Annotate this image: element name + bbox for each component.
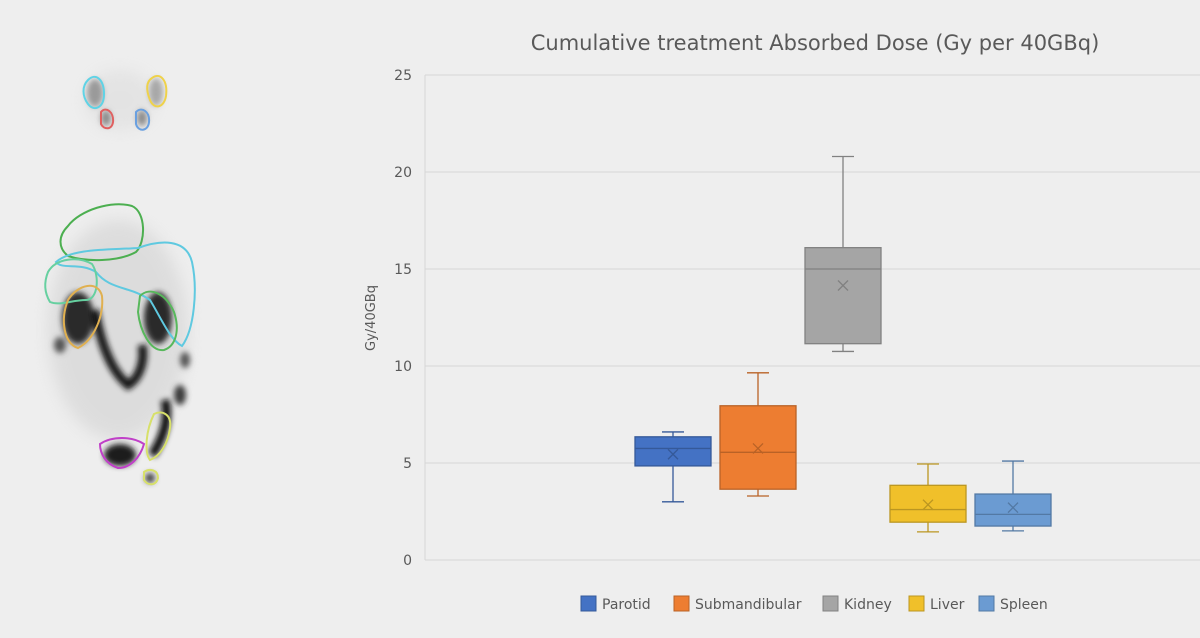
legend-label-kidney: Kidney xyxy=(844,597,892,613)
box-spleen xyxy=(974,460,1052,532)
legend-swatch-submandibular xyxy=(673,595,690,612)
region-contours xyxy=(44,75,196,486)
scan-image xyxy=(44,70,196,486)
y-axis-label: Gy/40GBq xyxy=(364,285,379,351)
box-kidney xyxy=(804,155,882,353)
parotid-iqr-box xyxy=(634,436,712,467)
spleen-mean-marker xyxy=(1007,502,1019,514)
legend-swatch-spleen xyxy=(978,595,995,612)
box-submandibular xyxy=(719,372,797,497)
legend-label-submandibular: Submandibular xyxy=(695,597,802,613)
legend: Parotid Submandibular Kidney Liver Spleen xyxy=(580,595,1048,613)
box-series xyxy=(634,155,1052,533)
y-tick-label-20: 20 xyxy=(394,165,412,181)
chart-title: Cumulative treatment Absorbed Dose (Gy p… xyxy=(531,31,1100,55)
submandibular-mean-marker xyxy=(752,442,764,454)
box-parotid xyxy=(634,431,712,503)
y-tick-label-5: 5 xyxy=(403,456,412,472)
y-tick-labels: 0 5 10 15 20 25 xyxy=(394,68,412,569)
submandibular-iqr-box xyxy=(719,405,797,490)
y-tick-label-0: 0 xyxy=(403,553,412,569)
legend-item-kidney: Kidney xyxy=(822,595,892,613)
legend-swatch-kidney xyxy=(822,595,839,612)
parotid-mean-marker xyxy=(667,448,679,460)
kidney-mean-marker xyxy=(837,280,849,291)
legend-label-liver: Liver xyxy=(930,597,965,613)
uptake-hotspots xyxy=(54,78,190,483)
liver-iqr-box xyxy=(889,484,967,523)
legend-label-parotid: Parotid xyxy=(602,597,651,613)
legend-swatch-parotid xyxy=(580,595,597,612)
legend-item-submandibular: Submandibular xyxy=(673,595,802,613)
box-liver xyxy=(889,463,967,533)
y-tick-label-25: 25 xyxy=(394,68,412,84)
legend-label-spleen: Spleen xyxy=(1000,597,1048,613)
y-tick-label-15: 15 xyxy=(394,262,412,278)
legend-item-parotid: Parotid xyxy=(580,595,651,613)
y-tick-label-10: 10 xyxy=(394,359,412,375)
legend-item-spleen: Spleen xyxy=(978,595,1048,613)
legend-swatch-liver xyxy=(908,595,925,612)
liver-mean-marker xyxy=(922,499,934,511)
spleen-iqr-box xyxy=(974,493,1052,527)
kidney-iqr-box xyxy=(804,247,882,345)
legend-item-liver: Liver xyxy=(908,595,965,613)
